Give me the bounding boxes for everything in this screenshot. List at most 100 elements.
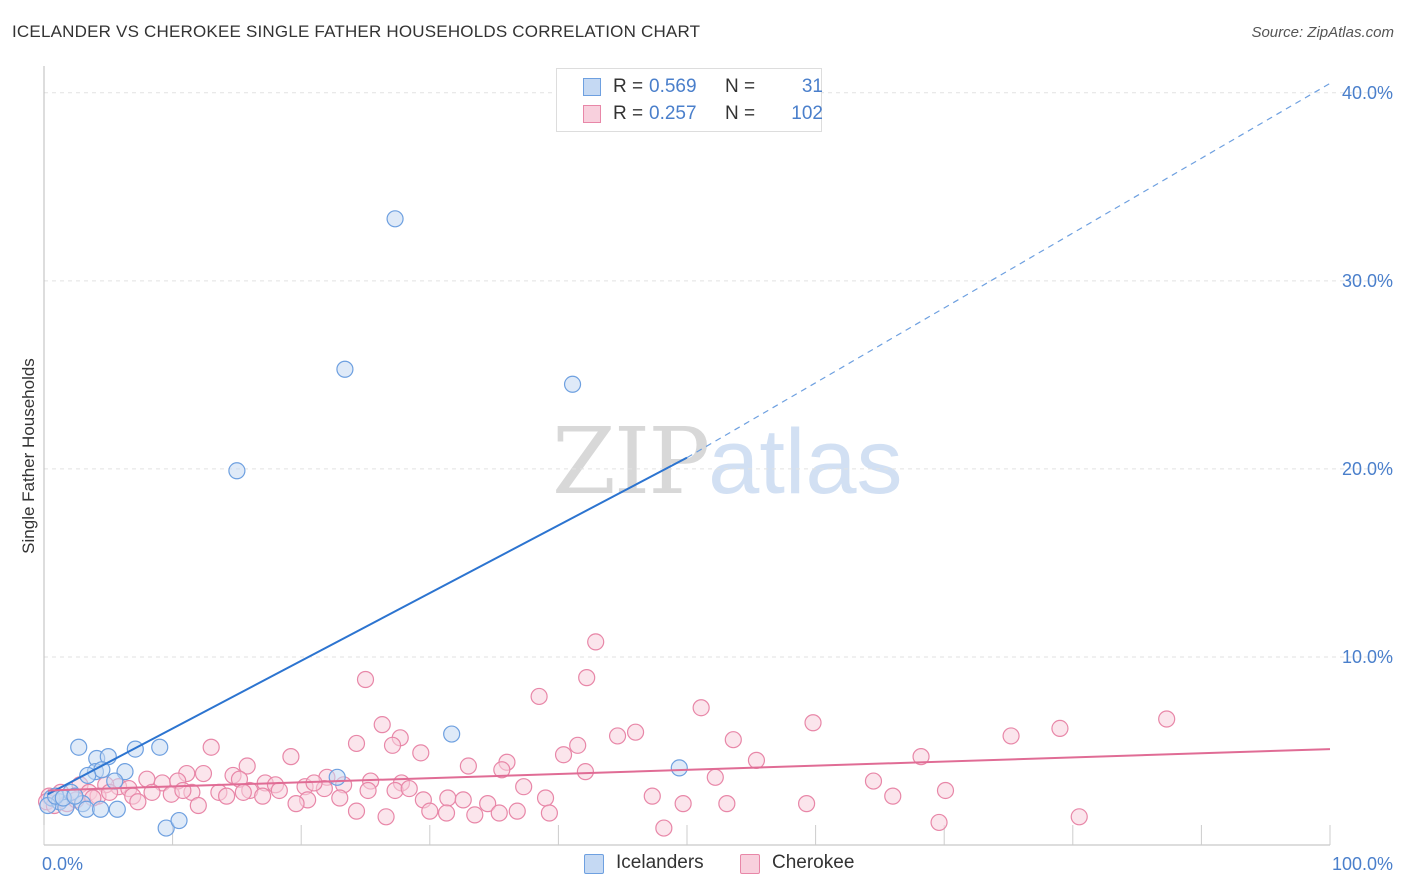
cherokee-point (931, 814, 947, 830)
cherokee-point (509, 803, 525, 819)
cherokee-point (195, 766, 211, 782)
cherokee-point (1052, 720, 1068, 736)
legend-swatch-blue (583, 78, 601, 96)
cherokee-point (401, 781, 417, 797)
cherokee-point (570, 737, 586, 753)
cherokee-point (467, 807, 483, 823)
cherokee-point (348, 803, 364, 819)
cherokee-point (675, 796, 691, 812)
icelanders-point (337, 361, 353, 377)
cherokee-point (440, 790, 456, 806)
cherokee-point (283, 749, 299, 765)
cherokee-point (1003, 728, 1019, 744)
icelanders-point (109, 801, 125, 817)
icelanders-point (387, 211, 403, 227)
legend-r-label: R = (613, 103, 643, 125)
cherokee-point (203, 739, 219, 755)
cherokee-point (748, 752, 764, 768)
legend-n-label: N = (725, 103, 755, 125)
icelanders-point (152, 739, 168, 755)
cherokee-point (516, 779, 532, 795)
legend-swatch-pink (583, 105, 601, 123)
tick-labels: 10.0% 20.0% 30.0% 40.0% 0.0% 100.0% (42, 83, 1393, 874)
cherokee-point (865, 773, 881, 789)
cherokee-point (799, 796, 815, 812)
cherokee-point (288, 796, 304, 812)
cherokee-point (491, 805, 507, 821)
cherokee-points (39, 634, 1175, 836)
cherokee-point (455, 792, 471, 808)
cherokee-point (175, 782, 191, 798)
cherokee-point (538, 790, 554, 806)
icelanders-point (565, 376, 581, 392)
scatter-plot: 10.0% 20.0% 30.0% 40.0% 0.0% 100.0% (0, 0, 1406, 892)
y-tick-label: 40.0% (1342, 83, 1393, 103)
axes (44, 66, 1330, 845)
icelanders-point (71, 739, 87, 755)
cherokee-point (588, 634, 604, 650)
cherokee-point (937, 782, 953, 798)
cherokee-point (378, 809, 394, 825)
cherokee-point (656, 820, 672, 836)
icelanders-point (107, 773, 123, 789)
legend-n-value: 102 (763, 103, 823, 125)
legend-swatch-cherokee (740, 854, 760, 874)
y-tick-label: 30.0% (1342, 271, 1393, 291)
icelanders-point (229, 463, 245, 479)
cherokee-point (556, 747, 572, 763)
cherokee-point (190, 798, 206, 814)
cherokee-point (1159, 711, 1175, 727)
cherokee-point (360, 782, 376, 798)
cherokee-point (693, 700, 709, 716)
cherokee-point (374, 717, 390, 733)
cherokee-point (219, 788, 235, 804)
legend-n-label: N = (725, 76, 755, 98)
correlation-legend: R = 0.569 N = 31 R = 0.257 N = 102 (556, 68, 822, 132)
cherokee-point (541, 805, 557, 821)
legend-label-icelanders: Icelanders (616, 852, 704, 874)
y-tick-label: 10.0% (1342, 647, 1393, 667)
cherokee-point (422, 803, 438, 819)
series-legend: Icelanders Cherokee (0, 852, 1406, 878)
icelanders-point (671, 760, 687, 776)
legend-swatch-icelanders (584, 854, 604, 874)
cherokee-point (577, 764, 593, 780)
icelanders-point (329, 769, 345, 785)
cherokee-point (271, 782, 287, 798)
cherokee-point (644, 788, 660, 804)
icelanders-point (93, 801, 109, 817)
cherokee-point (358, 672, 374, 688)
cherokee-point (1071, 809, 1087, 825)
cherokee-point (610, 728, 626, 744)
gridlines (44, 93, 1392, 657)
cherokee-point (531, 688, 547, 704)
icelanders-trend-extension (687, 83, 1330, 457)
trend-lines (48, 83, 1330, 794)
cherokee-point (130, 794, 146, 810)
cherokee-point (725, 732, 741, 748)
cherokee-point (255, 788, 271, 804)
legend-label-cherokee: Cherokee (772, 852, 854, 874)
icelanders-point (444, 726, 460, 742)
legend-r-value: 0.257 (649, 103, 697, 125)
cherokee-point (235, 784, 251, 800)
cherokee-point (719, 796, 735, 812)
cherokee-point (348, 735, 364, 751)
cherokee-point (579, 670, 595, 686)
legend-r-value: 0.569 (649, 76, 697, 98)
cherokee-point (439, 805, 455, 821)
cherokee-point (387, 782, 403, 798)
cherokee-point (385, 737, 401, 753)
cherokee-point (460, 758, 476, 774)
cherokee-point (885, 788, 901, 804)
legend-r-label: R = (613, 76, 643, 98)
cherokee-point (805, 715, 821, 731)
y-tick-label: 20.0% (1342, 459, 1393, 479)
cherokee-point (628, 724, 644, 740)
cherokee-point (332, 790, 348, 806)
legend-n-value: 31 (763, 76, 823, 98)
cherokee-point (413, 745, 429, 761)
icelanders-point (171, 813, 187, 829)
icelanders-trend-line (48, 458, 687, 795)
cherokee-point (707, 769, 723, 785)
